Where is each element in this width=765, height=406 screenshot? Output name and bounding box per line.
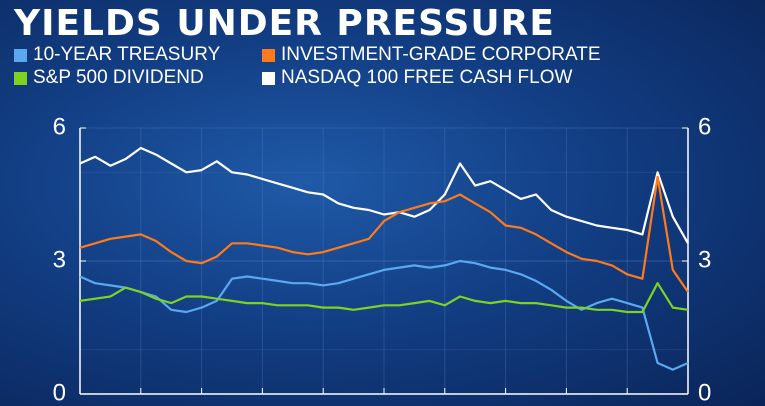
y-tick-label-right: 3 bbox=[698, 246, 711, 273]
tick-labels: 0 0 3 3 6 6 bbox=[53, 113, 712, 406]
legend-label-corporate: INVESTMENT-GRADE CORPORATE bbox=[281, 44, 601, 65]
y-tick-label-left: 0 bbox=[53, 379, 66, 406]
legend-item-treasury: 10-YEAR TREASURY bbox=[14, 44, 220, 66]
legend-label-nasdaq: NASDAQ 100 FREE CASH FLOW bbox=[281, 67, 573, 88]
legend-item-dividend: S&P 500 DIVIDEND bbox=[14, 67, 204, 89]
series-line-dividend bbox=[79, 282, 689, 314]
series-line-nasdaq bbox=[79, 146, 689, 244]
legend-swatch-corporate-icon bbox=[262, 48, 275, 62]
legend-item-nasdaq: NASDAQ 100 FREE CASH FLOW bbox=[262, 67, 572, 89]
y-tick-label-left: 6 bbox=[53, 113, 66, 140]
chart-title: YIELDS UNDER PRESSURE bbox=[14, 3, 555, 44]
y-tick-label-right: 0 bbox=[698, 379, 711, 406]
legend-label-dividend: S&P 500 DIVIDEND bbox=[33, 67, 204, 88]
grid-lines bbox=[80, 127, 688, 394]
series-lines bbox=[79, 146, 689, 371]
legend-swatch-dividend-icon bbox=[14, 71, 27, 85]
legend-item-corporate: INVESTMENT-GRADE CORPORATE bbox=[262, 44, 601, 66]
y-tick-label-left: 3 bbox=[53, 246, 66, 273]
legend-swatch-treasury-icon bbox=[14, 48, 27, 62]
legend-swatch-nasdaq-icon bbox=[262, 71, 275, 85]
legend-label-treasury: 10-YEAR TREASURY bbox=[33, 44, 221, 65]
y-tick-label-right: 6 bbox=[698, 113, 711, 140]
axes bbox=[79, 127, 689, 395]
series-line-corporate bbox=[79, 175, 689, 293]
